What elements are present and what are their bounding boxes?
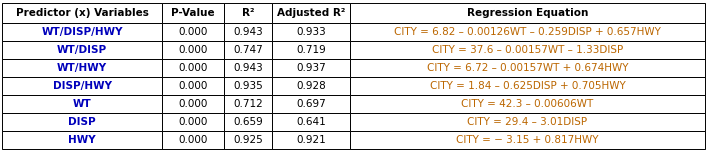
Bar bbox=[162, 23, 224, 41]
Bar bbox=[350, 95, 705, 113]
Text: 0.000: 0.000 bbox=[178, 63, 208, 73]
Bar bbox=[350, 77, 705, 95]
Text: 0.921: 0.921 bbox=[296, 135, 326, 145]
Text: 0.000: 0.000 bbox=[178, 27, 208, 37]
Bar bbox=[162, 77, 224, 95]
Bar bbox=[272, 3, 350, 23]
Bar bbox=[2, 131, 162, 149]
Bar bbox=[2, 41, 162, 59]
Bar bbox=[350, 23, 705, 41]
Bar bbox=[350, 41, 705, 59]
Text: HWY: HWY bbox=[68, 135, 96, 145]
Bar bbox=[272, 77, 350, 95]
Bar bbox=[224, 23, 272, 41]
Text: R²: R² bbox=[242, 8, 255, 18]
Text: Adjusted R²: Adjusted R² bbox=[277, 8, 345, 18]
Bar bbox=[162, 59, 224, 77]
Text: 0.935: 0.935 bbox=[233, 81, 263, 91]
Bar bbox=[162, 131, 224, 149]
Bar bbox=[162, 95, 224, 113]
Bar bbox=[224, 113, 272, 131]
Bar bbox=[272, 131, 350, 149]
Text: CITY = 37.6 – 0.00157WT – 1.33DISP: CITY = 37.6 – 0.00157WT – 1.33DISP bbox=[432, 45, 623, 55]
Text: 0.933: 0.933 bbox=[296, 27, 326, 37]
Text: CITY = 42.3 – 0.00606WT: CITY = 42.3 – 0.00606WT bbox=[462, 99, 593, 109]
Text: CITY = 6.82 – 0.00126WT – 0.259DISP + 0.657HWY: CITY = 6.82 – 0.00126WT – 0.259DISP + 0.… bbox=[394, 27, 661, 37]
Text: DISP: DISP bbox=[68, 117, 96, 127]
Text: 0.943: 0.943 bbox=[233, 63, 263, 73]
Text: 0.000: 0.000 bbox=[178, 117, 208, 127]
Text: WT/DISP/HWY: WT/DISP/HWY bbox=[41, 27, 123, 37]
Bar bbox=[2, 3, 162, 23]
Bar bbox=[350, 3, 705, 23]
Text: 0.000: 0.000 bbox=[178, 135, 208, 145]
Bar bbox=[2, 23, 162, 41]
Bar bbox=[272, 23, 350, 41]
Text: 0.943: 0.943 bbox=[233, 27, 263, 37]
Bar bbox=[272, 113, 350, 131]
Text: 0.697: 0.697 bbox=[296, 99, 326, 109]
Text: 0.747: 0.747 bbox=[233, 45, 263, 55]
Bar bbox=[224, 3, 272, 23]
Text: 0.000: 0.000 bbox=[178, 45, 208, 55]
Bar bbox=[272, 95, 350, 113]
Text: 0.925: 0.925 bbox=[233, 135, 263, 145]
Text: CITY = 6.72 – 0.00157WT + 0.674HWY: CITY = 6.72 – 0.00157WT + 0.674HWY bbox=[427, 63, 628, 73]
Bar bbox=[224, 77, 272, 95]
Text: P-Value: P-Value bbox=[171, 8, 215, 18]
Text: 0.719: 0.719 bbox=[296, 45, 326, 55]
Bar bbox=[2, 59, 162, 77]
Bar bbox=[2, 113, 162, 131]
Text: WT/DISP: WT/DISP bbox=[57, 45, 107, 55]
Text: 0.659: 0.659 bbox=[233, 117, 263, 127]
Text: 0.000: 0.000 bbox=[178, 81, 208, 91]
Text: WT: WT bbox=[72, 99, 91, 109]
Text: CITY = 1.84 – 0.625DISP + 0.705HWY: CITY = 1.84 – 0.625DISP + 0.705HWY bbox=[430, 81, 625, 91]
Text: CITY = − 3.15 + 0.817HWY: CITY = − 3.15 + 0.817HWY bbox=[457, 135, 598, 145]
Bar bbox=[224, 95, 272, 113]
Bar bbox=[224, 131, 272, 149]
Bar bbox=[162, 3, 224, 23]
Bar bbox=[272, 41, 350, 59]
Text: 0.712: 0.712 bbox=[233, 99, 263, 109]
Text: CITY = 29.4 – 3.01DISP: CITY = 29.4 – 3.01DISP bbox=[467, 117, 588, 127]
Bar bbox=[162, 41, 224, 59]
Bar bbox=[224, 59, 272, 77]
Text: DISP/HWY: DISP/HWY bbox=[52, 81, 111, 91]
Text: Regression Equation: Regression Equation bbox=[467, 8, 588, 18]
Text: 0.000: 0.000 bbox=[178, 99, 208, 109]
Text: 0.641: 0.641 bbox=[296, 117, 326, 127]
Bar bbox=[350, 113, 705, 131]
Text: 0.928: 0.928 bbox=[296, 81, 326, 91]
Bar bbox=[224, 41, 272, 59]
Bar bbox=[272, 59, 350, 77]
Text: 0.937: 0.937 bbox=[296, 63, 326, 73]
Bar bbox=[2, 95, 162, 113]
Bar bbox=[2, 77, 162, 95]
Text: Predictor (x) Variables: Predictor (x) Variables bbox=[16, 8, 148, 18]
Bar bbox=[162, 113, 224, 131]
Bar bbox=[350, 131, 705, 149]
Bar bbox=[350, 59, 705, 77]
Text: WT/HWY: WT/HWY bbox=[57, 63, 107, 73]
